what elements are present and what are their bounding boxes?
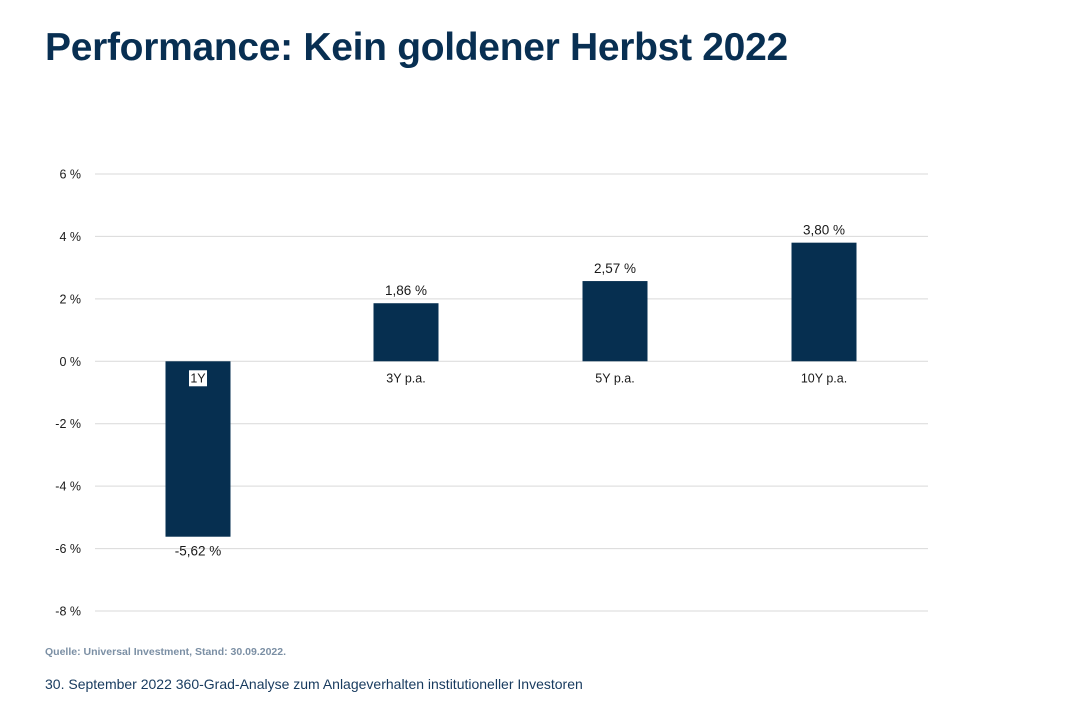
bar	[373, 303, 439, 362]
page-title: Performance: Kein goldener Herbst 2022	[45, 26, 788, 69]
bar	[582, 281, 648, 362]
gridlines	[95, 173, 928, 612]
data-labels: -5,62 % 1,86 % 2,57 % 3,80 %	[175, 223, 845, 559]
footer-text: 30. September 2022 360-Grad-Analyse zum …	[45, 676, 583, 692]
y-axis-tick-labels: 6 % 4 % 2 % 0 % -2 % -4 % -6 % -8 %	[55, 168, 81, 619]
y-tick-label: 4 %	[59, 230, 81, 244]
data-label: -5,62 %	[175, 544, 222, 559]
category-label: 5Y p.a.	[595, 371, 634, 385]
bar	[165, 361, 231, 537]
data-label: 3,80 %	[803, 223, 845, 238]
category-label: 3Y p.a.	[386, 371, 425, 385]
category-label: 1Y	[190, 371, 206, 385]
y-tick-label: 2 %	[59, 292, 81, 306]
y-tick-label: 0 %	[59, 355, 81, 369]
bar	[791, 242, 857, 362]
source-note: Quelle: Universal Investment, Stand: 30.…	[45, 646, 287, 658]
y-tick-label: -4 %	[55, 480, 81, 494]
bar-chart: 6 % 4 % 2 % 0 % -2 % -4 % -6 % -8 % -5,62 % 1,86…	[55, 168, 928, 619]
category-label-background	[189, 370, 207, 387]
y-tick-label: 6 %	[59, 168, 81, 182]
category-label: 10Y p.a.	[801, 371, 847, 385]
data-label: 1,86 %	[385, 283, 427, 298]
category-labels: 1Y 3Y p.a. 5Y p.a. 10Y p.a.	[189, 370, 847, 387]
y-tick-label: -6 %	[55, 542, 81, 556]
y-tick-label: -8 %	[55, 605, 81, 619]
y-tick-label: -2 %	[55, 417, 81, 431]
data-label: 2,57 %	[594, 261, 636, 276]
bars	[165, 242, 857, 537]
